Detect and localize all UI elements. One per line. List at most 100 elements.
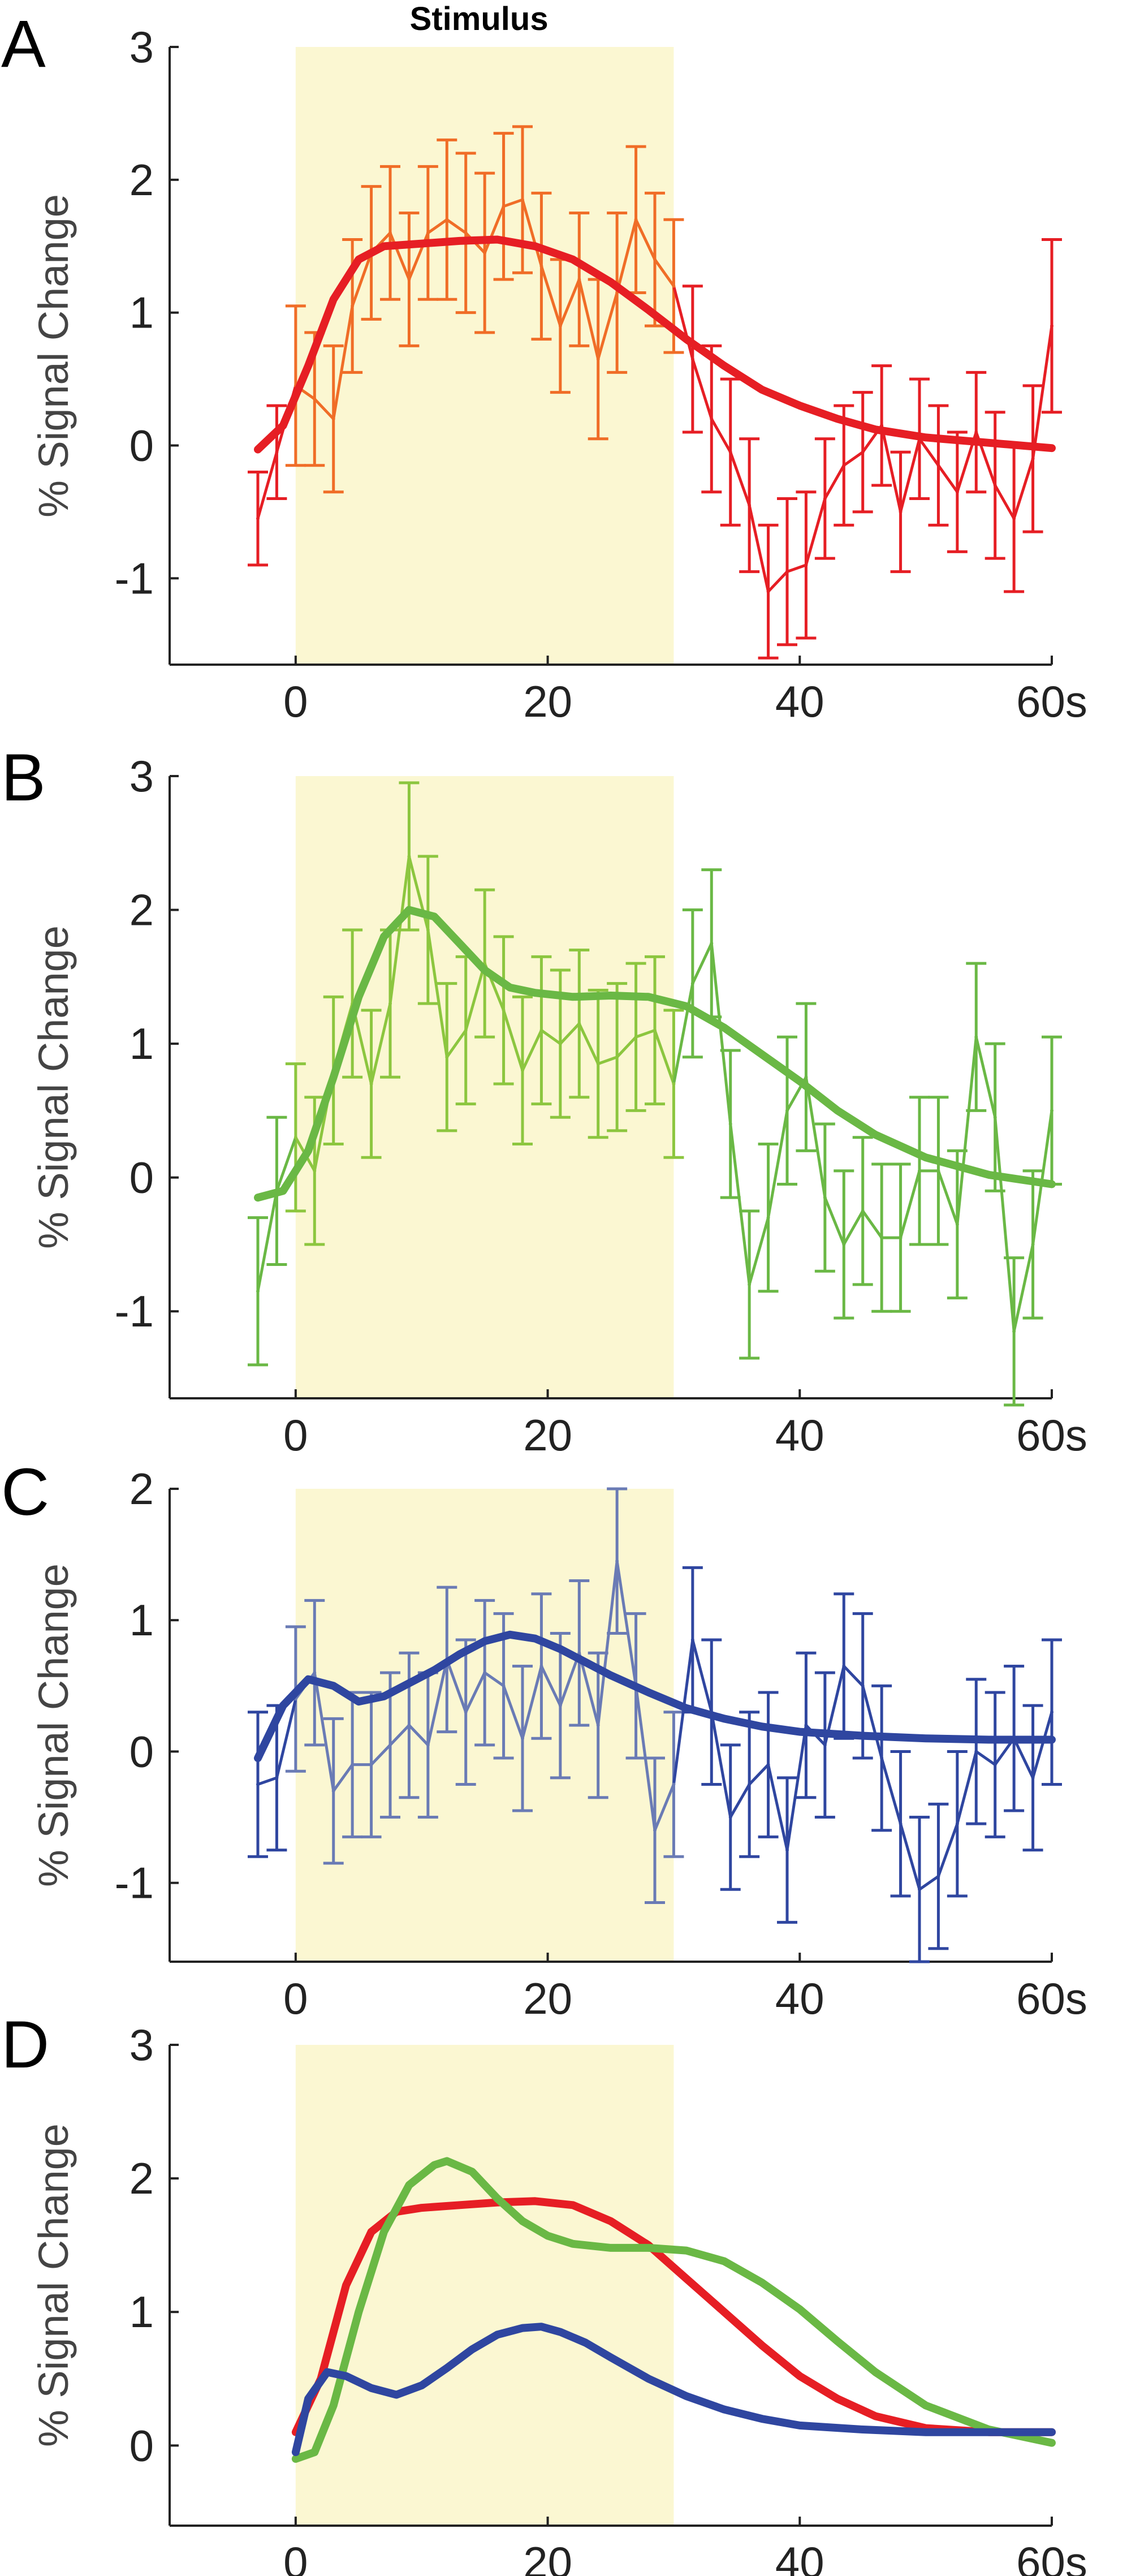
data-line-segment [691, 357, 713, 421]
data-line-segment [502, 1009, 524, 1072]
data-point [596, 1724, 600, 1727]
data-point [483, 251, 487, 255]
data-line-segment [502, 198, 524, 208]
data-point [388, 231, 392, 235]
fit-line [254, 1630, 1056, 1763]
data-point [1050, 1710, 1053, 1714]
data-point [539, 1664, 543, 1668]
data-point [936, 463, 940, 467]
data-line-segment [483, 205, 506, 255]
data-point [275, 450, 279, 454]
data-point [502, 1008, 506, 1012]
x-tick-label: 0 [283, 1410, 308, 1460]
series-line-3 [291, 2323, 1056, 2457]
data-line-segment [1031, 1109, 1053, 1246]
data-line-segment [256, 1189, 278, 1293]
data-line-segment [804, 497, 827, 567]
data-line-segment [936, 1169, 959, 1226]
data-point [710, 941, 714, 945]
data-point [748, 1282, 752, 1286]
data-line-segment [767, 570, 789, 593]
data-point [766, 1763, 770, 1767]
data-line-segment [729, 1783, 751, 1819]
data-point [918, 1169, 921, 1173]
data-point [936, 1169, 940, 1173]
panel-a: Stimulus 3 2 1 0 -1 0 20 40 60s % Signal Change A [1, 1, 1087, 726]
data-point [672, 1082, 676, 1086]
stimulus-window [295, 47, 674, 665]
data-line-segment [615, 1035, 638, 1059]
data-line-segment [634, 218, 657, 261]
data-line-segment [842, 1665, 865, 1687]
data-point [974, 1035, 978, 1039]
data-point [899, 1236, 903, 1240]
data-point [861, 1209, 865, 1213]
data-point [539, 1028, 543, 1032]
data-point [728, 450, 732, 454]
data-point [748, 503, 752, 507]
data-point [256, 1289, 260, 1293]
data-line-segment [313, 397, 335, 421]
data-line-segment [521, 1665, 543, 1740]
data-point [842, 463, 846, 467]
data-point [483, 1671, 487, 1675]
data-point [331, 1789, 335, 1793]
data-line-segment [1012, 457, 1035, 520]
data-point [313, 397, 317, 401]
data-point [256, 516, 260, 520]
data-line-segment [256, 450, 278, 520]
data-line-segment [1012, 1737, 1035, 1780]
data-point [577, 277, 581, 281]
data-line-segment [936, 464, 959, 494]
data-line-segment [672, 1638, 694, 1786]
x-tick-label: 20 [523, 1410, 572, 1460]
data-line-segment [899, 437, 921, 514]
data-line-segment [313, 1671, 335, 1793]
data-point [748, 1782, 752, 1786]
x-tick-label: 20 [523, 677, 572, 726]
data-line-segment [464, 962, 486, 1032]
data-point [313, 1169, 317, 1173]
data-line-segment [994, 484, 1016, 520]
data-point [690, 357, 694, 361]
series-line-1 [291, 2197, 1056, 2436]
data-line-segment [842, 1209, 865, 1246]
data-point [823, 1196, 827, 1200]
data-point [369, 1082, 373, 1086]
data-line-segment [464, 1671, 486, 1714]
panel-b: 3 2 1 0 -1 0 20 40 60s % Signal Change B [1, 740, 1087, 1460]
data-point [955, 1822, 959, 1826]
data-line-segment [559, 1022, 581, 1045]
stimulus-window [295, 2045, 674, 2526]
x-tick-label: 40 [775, 677, 824, 726]
data-line-segment [388, 1724, 411, 1747]
x-tick-label: 20 [523, 2538, 572, 2576]
data-line-segment [615, 1560, 638, 1687]
data-line-segment [597, 291, 619, 361]
data-line-segment [994, 1115, 1016, 1333]
data-line-segment [861, 1684, 883, 1760]
data-line-segment [880, 424, 903, 514]
data-point [558, 1704, 562, 1708]
data-line-segment [672, 982, 694, 1085]
data-point [407, 1724, 411, 1727]
data-line-segment [559, 278, 581, 328]
data-line-segment [710, 417, 732, 454]
data-line-segment [426, 1658, 448, 1747]
data-line-segment [407, 1724, 430, 1747]
data-point [766, 1216, 770, 1220]
x-tick-label: 40 [775, 1974, 824, 2023]
data-point [596, 357, 600, 361]
data-line-segment [445, 1028, 468, 1059]
data-point [785, 1109, 789, 1113]
panel-letter: B [1, 740, 46, 815]
data-point [955, 490, 959, 494]
y-tick-label: 2 [129, 885, 154, 935]
y-tick-label: 1 [129, 288, 154, 338]
data-line-segment [691, 942, 713, 985]
x-tick-label: 60s [1016, 2538, 1087, 2576]
x-tick-label: 60s [1016, 1410, 1087, 1460]
data-point [842, 1664, 846, 1668]
data-point [615, 1055, 619, 1059]
